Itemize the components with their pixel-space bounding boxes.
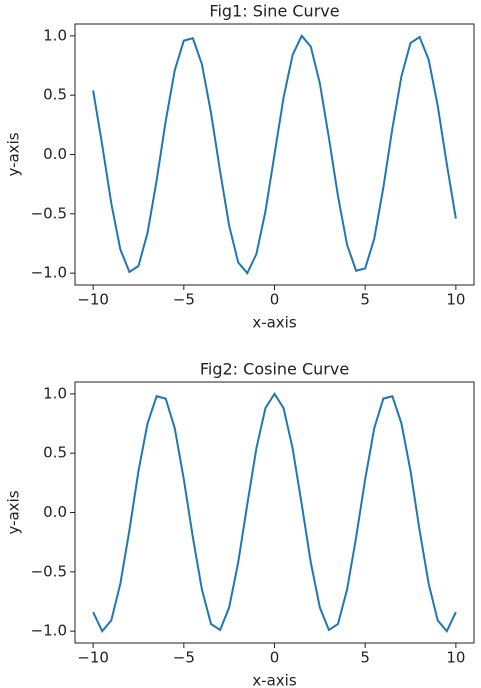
y-tick-label: 1.0: [43, 384, 67, 402]
x-tick-label: 5: [360, 291, 370, 309]
y-tick-label: −1.0: [31, 622, 67, 640]
x-tick-label: 10: [446, 649, 465, 667]
x-tick-label: 0: [270, 291, 280, 309]
y-tick-label: 0.5: [43, 444, 67, 462]
plot-frame: [74, 381, 475, 644]
x-tick-label: −10: [77, 291, 109, 309]
x-tick-label: −5: [173, 291, 195, 309]
y-tick-label: 0.0: [43, 503, 67, 521]
x-tick-label: −10: [77, 649, 109, 667]
chart-title: Fig2: Cosine Curve: [200, 360, 349, 379]
y-tick-label: −1.0: [31, 264, 67, 282]
chart-title: Fig1: Sine Curve: [209, 2, 339, 21]
sine-line: [92, 34, 457, 275]
x-tick-label: 5: [360, 649, 370, 667]
y-tick-label: 0.0: [43, 145, 67, 163]
x-tick-label: −5: [173, 649, 195, 667]
x-axis-label: x-axis: [252, 672, 297, 688]
x-axis-label: x-axis: [252, 314, 297, 332]
y-tick-label: 1.0: [43, 26, 67, 44]
plot-frame: [74, 23, 475, 286]
y-axis-label: y-axis: [5, 132, 23, 176]
y-tick-label: −0.5: [31, 562, 67, 580]
sine-line: [92, 392, 457, 633]
y-tick-label: −0.5: [31, 204, 67, 222]
y-axis-label: y-axis: [5, 490, 23, 534]
x-tick-label: 10: [446, 291, 465, 309]
y-tick-label: 0.5: [43, 86, 67, 104]
x-tick-label: 0: [270, 649, 280, 667]
